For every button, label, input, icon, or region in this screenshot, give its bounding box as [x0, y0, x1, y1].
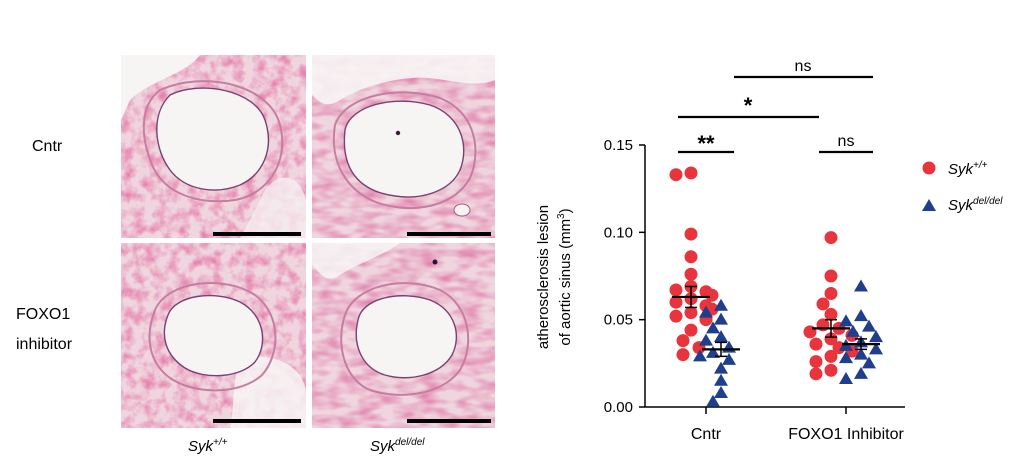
sig-label-left: **	[697, 131, 715, 156]
data-point-triangle	[869, 330, 883, 343]
data-point-triangle	[706, 321, 720, 334]
row-label-foxo1-line2: inhibitor	[16, 336, 73, 353]
data-point-triangle	[714, 373, 728, 386]
data-point-triangle	[706, 345, 720, 358]
histology-panel: Cntr FOXO1 inhibitor Syk+/+ Sykdel/del	[16, 55, 495, 455]
y-tick-label: 0.15	[604, 137, 633, 154]
data-point-circle	[824, 231, 838, 245]
data-point-circle	[669, 295, 683, 309]
data-point-triangle	[722, 352, 736, 365]
scale-bar	[213, 232, 301, 236]
data-point-triangle	[839, 314, 853, 327]
data-point-triangle	[839, 351, 853, 364]
y-tick-label: 0.05	[604, 312, 633, 329]
data-point-circle	[684, 166, 698, 180]
scale-bar	[407, 419, 491, 423]
column-label-del: Sykdel/del	[370, 437, 425, 455]
row-label-cntr: Cntr	[32, 138, 63, 155]
column-label-wt: Syk+/+	[188, 437, 228, 455]
data-point-circle	[676, 348, 690, 362]
data-point-circle	[669, 309, 683, 323]
y-tick-label: 0.00	[604, 399, 633, 416]
data-point-circle	[824, 349, 838, 363]
data-point-circle	[824, 332, 838, 346]
data-point-triangle	[714, 312, 728, 325]
data-point-triangle	[869, 342, 883, 355]
data-point-circle	[824, 286, 838, 300]
lesion-chart: atherosclerosis lesion of aortic sinus (…	[535, 58, 1003, 443]
y-axis-title-line1: atherosclerosis lesion	[535, 205, 552, 349]
data-point-circle	[684, 306, 698, 320]
data-point-circle	[816, 297, 830, 311]
data-point-triangle	[714, 361, 728, 374]
data-point-circle	[684, 227, 698, 241]
data-point-triangle	[706, 394, 720, 407]
legend-marker-circle	[922, 161, 936, 175]
legend-marker-triangle	[922, 199, 936, 211]
histology-image-foxo1-wt	[121, 243, 306, 428]
data-point-triangle	[693, 349, 707, 362]
data-point-circle	[669, 283, 683, 297]
data-point-circle	[684, 323, 698, 337]
scale-bar	[213, 419, 301, 423]
data-point-circle	[684, 250, 698, 264]
data-point-circle	[809, 367, 823, 381]
data-point-triangle	[854, 279, 868, 292]
scale-bar	[407, 232, 491, 236]
sig-label-middle: *	[744, 93, 753, 118]
histology-image-cntr-wt	[121, 55, 306, 238]
histology-image-cntr-del	[312, 55, 495, 238]
row-label-foxo1-line1: FOXO1	[16, 306, 70, 323]
data-point-circle	[705, 288, 719, 302]
sig-label-top: ns	[795, 58, 812, 75]
data-point-circle	[684, 267, 698, 281]
y-tick-label: 0.10	[604, 224, 633, 241]
data-point-triangle	[854, 366, 868, 379]
sig-label-right: ns	[838, 133, 855, 150]
y-axis-title-line2: of aortic sinus (mm3)	[556, 208, 574, 345]
data-point-circle	[824, 363, 838, 377]
legend: Syk+/+ Sykdel/del	[922, 160, 1003, 214]
data-point-triangle	[862, 319, 876, 332]
data-point-circle	[824, 307, 838, 321]
data-point-circle	[824, 269, 838, 283]
legend-label-wt: Syk+/+	[948, 160, 988, 178]
x-tick-label: Cntr	[691, 426, 722, 443]
data-point-triangle	[846, 324, 860, 337]
data-point-triangle	[854, 347, 868, 360]
legend-label-del: Sykdel/del	[948, 196, 1003, 214]
data-point-triangle	[714, 330, 728, 343]
data-point-circle	[669, 168, 683, 182]
data-point-triangle	[714, 298, 728, 311]
data-point-triangle	[839, 372, 853, 385]
data-point-circle	[676, 334, 690, 348]
data-point-triangle	[699, 333, 713, 346]
data-point-triangle	[862, 356, 876, 369]
data-point-circle	[809, 337, 823, 351]
data-point-triangle	[714, 386, 728, 399]
histology-image-foxo1-del	[312, 243, 495, 428]
x-tick-label: FOXO1 Inhibitor	[788, 426, 904, 443]
data-point-triangle	[854, 309, 868, 322]
data-point-circle	[809, 355, 823, 369]
data-point-triangle	[699, 305, 713, 318]
